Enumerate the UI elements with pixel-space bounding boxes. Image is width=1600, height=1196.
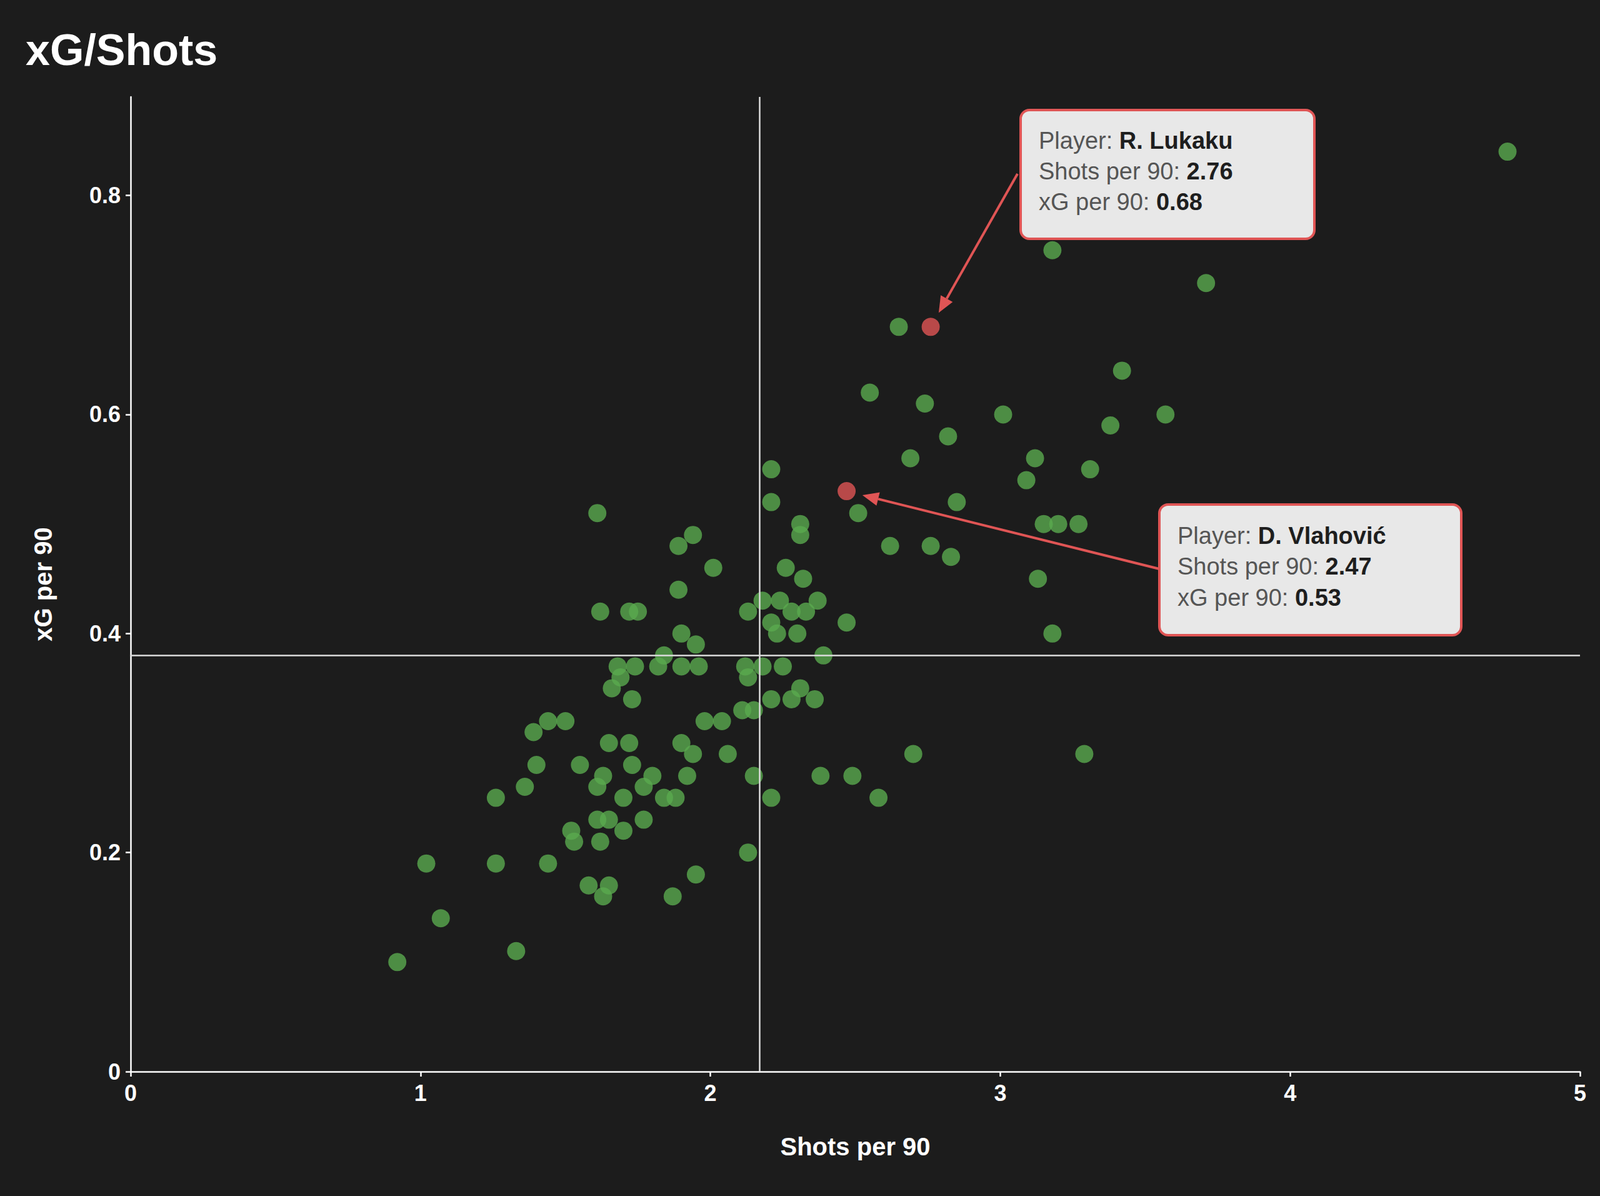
svg-text:2.47: 2.47 [1325, 553, 1372, 580]
svg-text:4: 4 [1283, 1080, 1297, 1106]
svg-text:3: 3 [993, 1080, 1007, 1106]
svg-text:D. Vlahović: D. Vlahović [1258, 522, 1387, 549]
svg-text:xG per 90:: xG per 90: [1038, 188, 1157, 215]
svg-text:5: 5 [1573, 1080, 1587, 1106]
svg-text:Shots per 90:: Shots per 90: [1177, 553, 1326, 580]
svg-text:xG per 90: xG per 90 [29, 526, 57, 641]
svg-text:0.4: 0.4 [89, 620, 121, 647]
svg-text:0.8: 0.8 [89, 182, 121, 209]
svg-text:2.76: 2.76 [1186, 158, 1234, 185]
svg-text:Shots per 90:: Shots per 90: [1038, 158, 1187, 185]
svg-text:0.2: 0.2 [89, 839, 121, 865]
svg-text:0: 0 [124, 1080, 137, 1106]
svg-text:Player:: Player: [1038, 127, 1120, 154]
svg-text:Shots per 90: Shots per 90 [780, 1132, 930, 1160]
svg-text:2: 2 [704, 1080, 717, 1106]
svg-text:xG/Shots: xG/Shots [25, 25, 218, 75]
svg-text:0.53: 0.53 [1295, 584, 1342, 611]
svg-text:Player:: Player: [1177, 522, 1259, 549]
svg-text:0.68: 0.68 [1156, 188, 1203, 215]
svg-text:R. Lukaku: R. Lukaku [1119, 127, 1234, 154]
svg-text:1: 1 [414, 1080, 427, 1106]
svg-text:0: 0 [108, 1058, 121, 1085]
svg-text:xG per 90:: xG per 90: [1177, 584, 1295, 611]
svg-text:0.6: 0.6 [89, 401, 121, 427]
